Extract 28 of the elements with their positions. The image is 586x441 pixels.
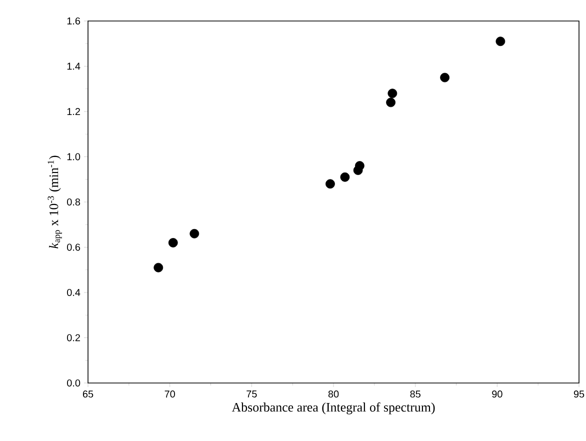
point: [440, 72, 450, 82]
y-tick-label: 0.4: [67, 288, 80, 296]
x-tick-label: 80: [328, 390, 339, 398]
y-tick-label: 1.6: [67, 17, 80, 25]
point: [168, 238, 178, 248]
point: [154, 262, 164, 272]
x-tick-label: 90: [492, 390, 502, 398]
point: [354, 161, 364, 170]
point: [190, 228, 200, 238]
y-axis-title: k$_{app}$ x 10$^{-3}$ (min$^{-1}$): [48, 156, 62, 248]
x-tick-label: 75: [246, 390, 257, 398]
x-axis-title: Absorbance area (Integral of spectrum): [232, 402, 435, 414]
y-tick-label: 0.8: [67, 198, 80, 206]
y-tick-label: 1.0: [67, 153, 80, 160]
y-tick-label: 1.4: [67, 62, 80, 70]
point: [340, 172, 350, 182]
y-tick-label: 0.0: [67, 379, 80, 387]
y-tick-label: 0.2: [67, 334, 80, 342]
y-tick-label: 1.2: [67, 108, 80, 115]
y-tick-label: 0.6: [67, 244, 80, 251]
x-tick-label: 95: [574, 390, 584, 398]
x-tick-label: 65: [82, 390, 94, 398]
point: [386, 98, 396, 108]
x-tick-label: 70: [164, 390, 175, 398]
x-tick-label: 85: [410, 390, 420, 398]
point: [326, 179, 335, 189]
point: [388, 88, 398, 98]
point: [496, 36, 506, 46]
